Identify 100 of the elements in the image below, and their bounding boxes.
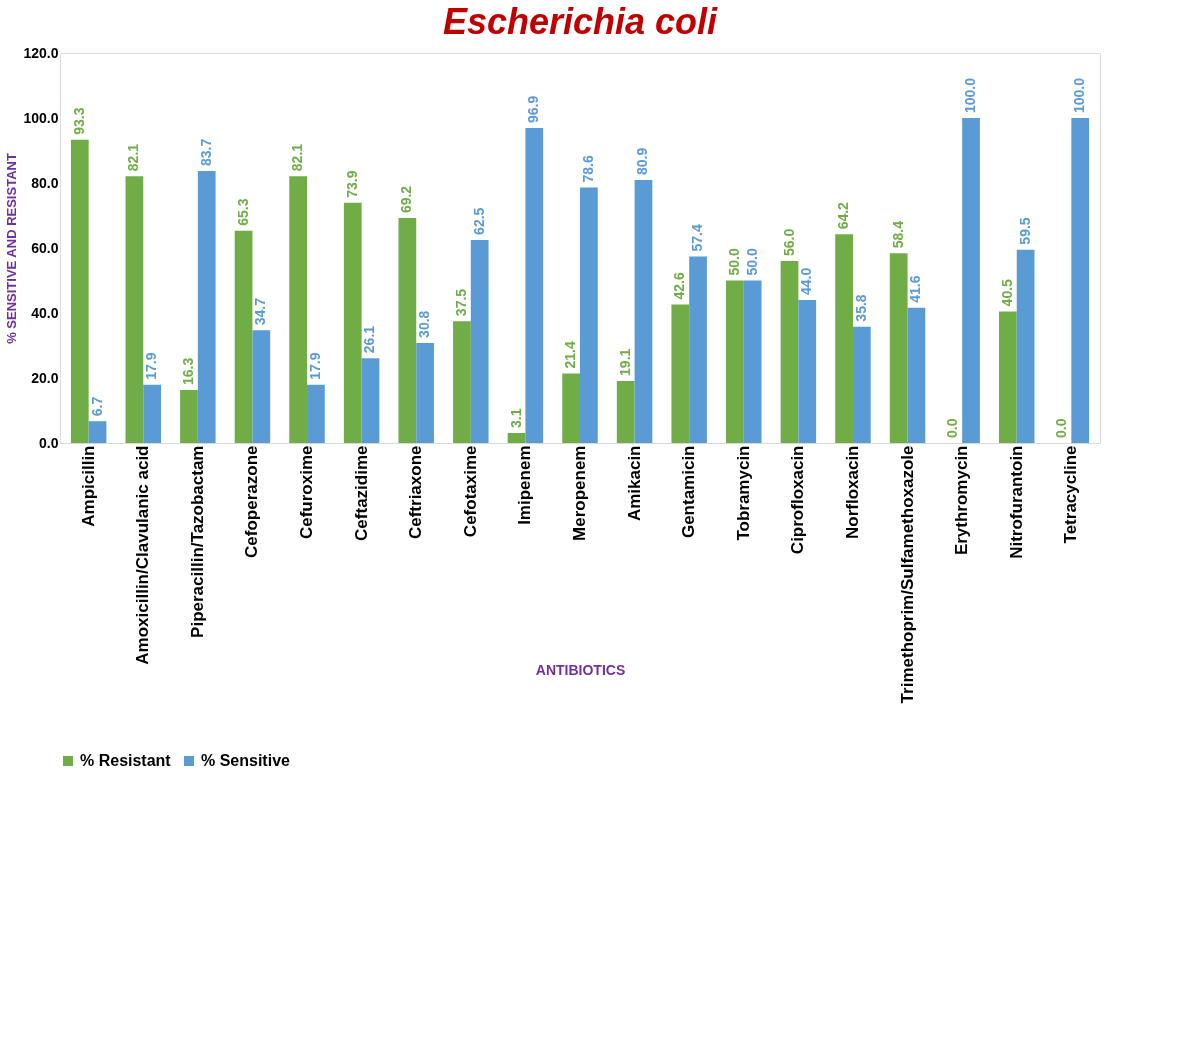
bar [689,256,707,443]
legend-label: % Sensitive [201,752,291,769]
data-label: 26.1 [361,325,378,354]
bar [361,358,380,443]
data-label: 17.9 [306,352,323,380]
data-label: 96.9 [525,95,542,124]
x-tick-label: Tetracycline [1061,445,1081,544]
data-label: 44.0 [798,267,815,295]
bar [889,253,908,443]
bar [453,321,471,443]
legend-label: % Resistant [80,752,172,769]
bar [88,421,107,443]
bar [252,330,271,443]
data-label: 78.6 [579,155,596,183]
x-tick-label: Tobramycin [733,445,753,541]
data-label: 0.0 [944,418,961,438]
x-tick-label: Cefoperazone [242,445,262,558]
data-label: 57.4 [689,223,706,252]
bar [143,384,161,443]
bar [197,170,216,443]
bar [562,373,580,443]
bar [780,261,799,443]
bar [999,311,1017,443]
y-tick-label: 40.0 [31,304,59,321]
y-tick-label: 0.0 [39,434,59,451]
x-tick-label: Amoxicillin/Clavulanic acid [133,445,153,665]
data-label: 93.3 [70,107,87,135]
bar [398,218,417,443]
x-tick-label: Cefuroxime [297,445,317,540]
data-label: 82.1 [289,143,306,172]
data-label: 34.7 [252,297,269,326]
bar [416,342,434,443]
data-label: 83.7 [197,138,214,166]
data-label: 80.9 [634,147,651,176]
bar [726,280,744,443]
data-label: 50.0 [725,248,742,276]
y-tick-label: 20.0 [31,369,59,386]
x-tick-label: Amikacin [624,445,644,522]
x-axis-title: ANTIBIOTICS [535,661,626,678]
bar [525,128,544,443]
bar [234,230,253,443]
data-label: 56.0 [780,228,797,256]
bar [634,180,653,443]
bar [125,176,144,443]
data-label: 42.6 [671,272,688,300]
data-label: 3.1 [507,408,524,428]
data-label: 35.8 [852,294,869,322]
x-tick-label: Cefotaxime [460,445,480,538]
bar [307,384,325,443]
data-label: 100.0 [962,77,979,113]
x-tick-label: Ceftazidime [351,445,371,541]
x-tick-label: Gentamicin [679,445,699,539]
y-tick-label: 80.0 [31,174,59,191]
y-tick-label: 60.0 [31,239,59,256]
bar [180,390,198,443]
data-label: 16.3 [179,357,196,386]
data-label: 69.2 [398,185,415,214]
bar [470,239,489,443]
bar [852,326,871,443]
data-label: 64.2 [835,201,852,230]
x-tick-label: Erythromycin [952,445,972,556]
data-label: 30.8 [416,310,433,338]
bar [70,139,89,443]
data-label: 50.0 [743,248,760,276]
bar [507,432,526,443]
x-tick-label: Ciprofloxacin [788,445,808,555]
bar [835,234,853,443]
bar [580,187,598,443]
bar [343,202,362,443]
y-tick-label: 100.0 [23,109,59,126]
x-tick-label: Ceftriaxone [406,445,426,540]
data-label: 62.5 [470,207,487,235]
x-tick-label: Nitrofurantoin [1006,445,1026,559]
data-label: 65.3 [234,198,251,226]
x-tick-label: Trimethoprim/Sulfamethoxazole [897,445,917,704]
bar [743,280,762,443]
bar [1016,249,1035,443]
chart-title: Escherichia coli [442,1,719,42]
x-tick-label: Piperacillin/Tazobactam [187,445,207,638]
bar [671,304,690,443]
y-axis-title: % SENSITIVE AND RESISTANT [4,153,20,344]
data-label: 17.9 [143,352,160,380]
bar [907,307,926,443]
data-label: 21.4 [562,340,579,369]
bar [798,300,817,443]
bar [289,176,308,443]
x-tick-label: Meropenem [570,445,589,541]
x-tick-label: Norfloxacin [842,445,862,540]
x-tick-label: Imipenem [515,445,535,525]
data-label: 40.5 [998,278,1015,307]
data-label: 59.5 [1016,217,1033,245]
bar [1071,118,1090,443]
data-label: 0.0 [1053,418,1070,438]
data-label: 100.0 [1071,77,1088,113]
bar [962,118,980,443]
data-label: 73.9 [343,170,360,198]
data-label: 37.5 [452,288,469,317]
data-label: 6.7 [88,396,105,417]
data-label: 82.1 [125,143,142,172]
data-label: 58.4 [889,220,906,249]
